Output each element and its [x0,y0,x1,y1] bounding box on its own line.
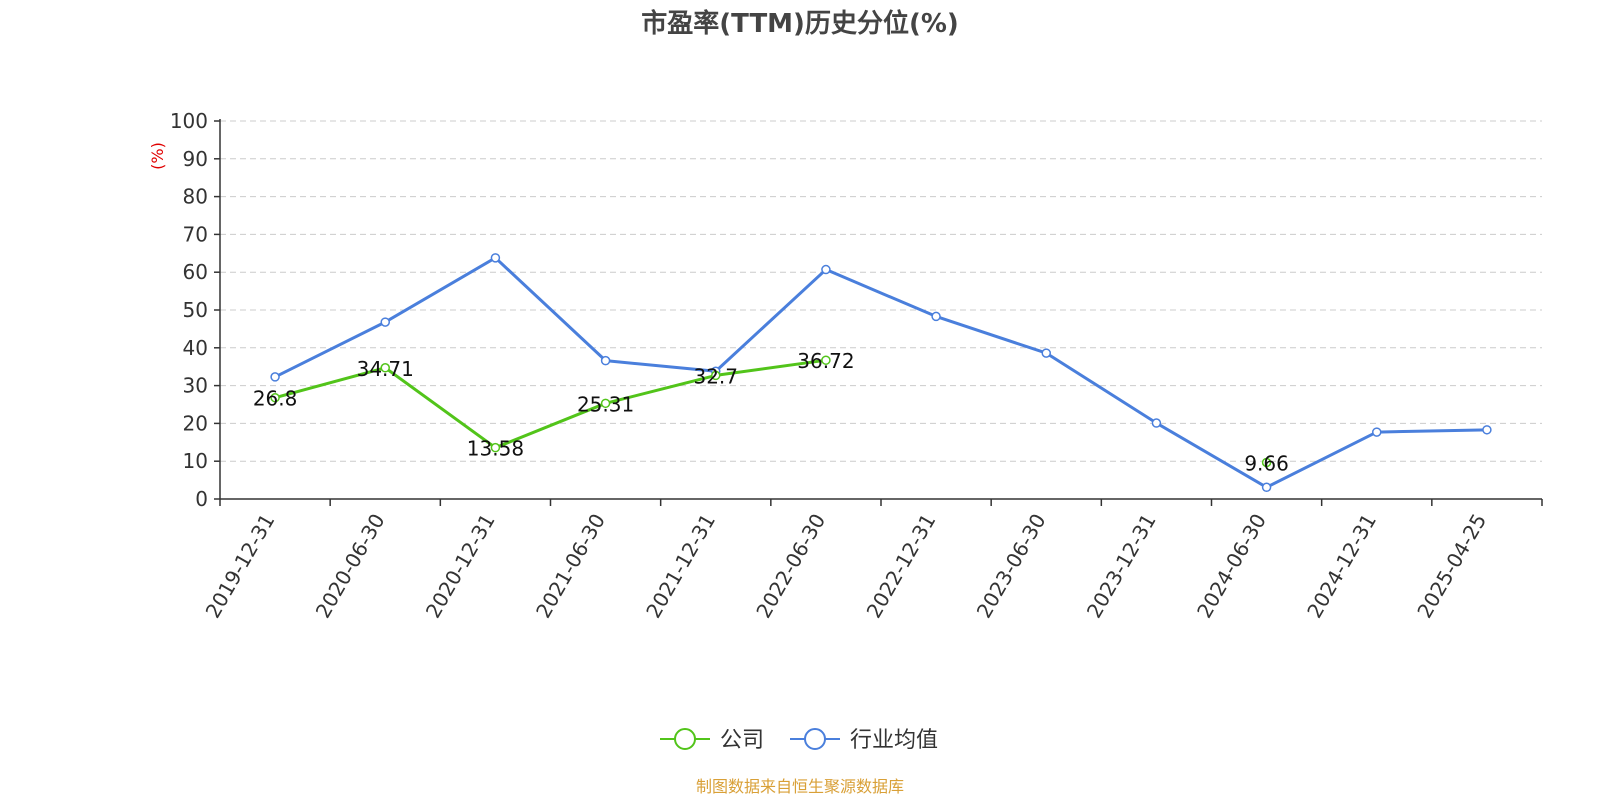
legend-industry-average-marker [804,728,826,750]
chart-title: 市盈率(TTM)历史分位(%) [641,8,959,39]
series-line-1 [274,256,1487,489]
legend-company-label: 公司 [720,728,764,753]
legend-item-company[interactable]: 公司 [660,728,764,753]
series-1-point-2025-04-25[interactable] [1482,425,1492,435]
y-tick-label-50: 50 [183,298,208,322]
series-1-point-2024-06-30[interactable] [1261,482,1272,493]
y-tick-label-80: 80 [183,185,208,209]
x-tick-label-2024-12-31: 2024-12-31 [1302,510,1381,623]
x-tick-label-2024-06-30: 2024-06-30 [1192,510,1271,623]
y-tick-label-70: 70 [183,222,208,246]
data-label-2021-06-30: 25.31 [577,392,634,416]
x-tick-label-2020-06-30: 2020-06-30 [311,510,390,623]
x-tick-label-2019-12-31: 2019-12-31 [201,510,280,623]
series-1-point-2020-12-31[interactable] [490,253,501,263]
series-1-point-2022-06-30[interactable] [821,264,831,275]
y-tick-label-0: 0 [195,487,208,511]
series-0 [270,355,1272,468]
data-label-2019-12-31: 26.8 [253,387,298,411]
data-label-2021-12-31: 32.7 [693,364,738,388]
data-source-note: 制图数据来自恒生聚源数据库 [696,777,904,796]
y-axis-unit-label: (%) [148,142,167,170]
series-0-point-2020-06-30[interactable] [380,363,390,373]
y-tick-label-90: 90 [183,147,208,171]
series-line-0 [275,360,1267,462]
series-1-point-2023-06-30[interactable] [1041,348,1051,358]
series-lines [270,253,1492,493]
x-tick-label-2022-06-30: 2022-06-30 [751,510,830,623]
x-tick-label-2023-06-30: 2023-06-30 [972,510,1051,623]
series-1-point-2020-06-30[interactable] [380,317,390,327]
y-tick-label-10: 10 [183,449,208,473]
series-1-point-2023-12-31[interactable] [1151,418,1162,428]
x-tick-label-2023-12-31: 2023-12-31 [1082,510,1161,623]
data-label-2022-06-30: 36.72 [797,349,854,373]
series-1-point-2021-06-30[interactable] [600,355,611,366]
data-labels: 26.8 34.71 13.58 25.31 32.7 36.72 9.66 [253,349,1289,475]
data-label-2020-06-30: 34.71 [357,357,414,381]
legend-company-marker [674,728,696,750]
x-tick-label-2021-12-31: 2021-12-31 [641,510,720,623]
series-0-point-2020-12-31[interactable] [490,442,501,453]
legend-industry-average-label: 行业均值 [850,728,938,753]
legend: 公司 行业均值 [660,728,938,753]
series-0-point-2021-06-30[interactable] [600,398,611,409]
y-tick-label-20: 20 [183,411,208,435]
y-tick-label-60: 60 [183,260,208,284]
data-label-2024-06-30: 9.66 [1244,451,1289,475]
data-label-2020-12-31: 13.58 [467,437,524,461]
series-1-point-2022-12-31[interactable] [931,311,941,322]
series-1-point-2019-12-31[interactable] [270,372,280,382]
series-1 [270,253,1492,493]
x-tick-label-2022-12-31: 2022-12-31 [862,509,941,622]
series-0-point-2019-12-31[interactable] [270,392,280,403]
y-tick-label-100: 100 [170,109,208,133]
legend-item-industry-average[interactable]: 行业均值 [790,728,938,753]
series-0-point-2021-12-31[interactable] [711,370,721,381]
y-tick-label-30: 30 [183,374,208,398]
x-tick-label-2020-12-31: 2020-12-31 [421,509,500,622]
series-0-point-2024-06-30[interactable] [1261,457,1272,468]
x-tick-label-2021-06-30: 2021-06-30 [531,510,610,623]
y-tick-label-40: 40 [183,336,208,360]
series-0-point-2022-06-30[interactable] [821,355,831,365]
series-1-point-2024-12-31[interactable] [1372,427,1382,437]
x-tick-label-2025-04-25: 2025-04-25 [1412,510,1491,623]
grid-lines [220,120,1542,462]
